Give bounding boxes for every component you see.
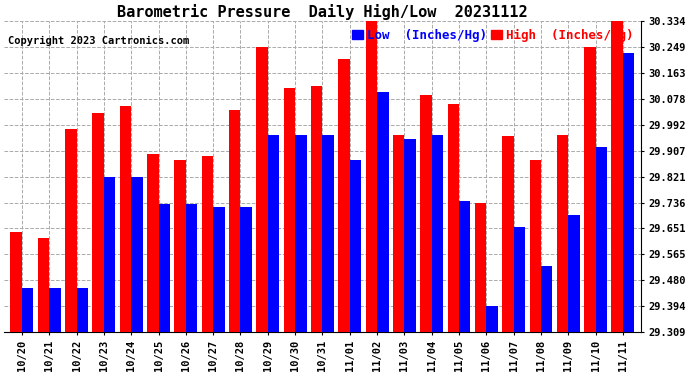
Legend: Low  (Inches/Hg), High  (Inches/Hg): Low (Inches/Hg), High (Inches/Hg): [351, 28, 634, 43]
Bar: [159, 204, 170, 332]
Bar: [49, 288, 61, 332]
Bar: [557, 135, 569, 332]
Bar: [459, 201, 471, 332]
Title: Barometric Pressure  Daily High/Low  20231112: Barometric Pressure Daily High/Low 20231…: [117, 4, 528, 20]
Bar: [486, 306, 497, 332]
Bar: [38, 238, 49, 332]
Bar: [584, 47, 595, 332]
Bar: [201, 156, 213, 332]
Bar: [77, 288, 88, 332]
Bar: [448, 104, 459, 332]
Bar: [404, 139, 416, 332]
Bar: [186, 204, 197, 332]
Bar: [420, 95, 432, 332]
Bar: [377, 92, 388, 332]
Text: Copyright 2023 Cartronics.com: Copyright 2023 Cartronics.com: [8, 36, 189, 46]
Bar: [295, 135, 306, 332]
Bar: [120, 106, 131, 332]
Bar: [147, 154, 159, 332]
Bar: [502, 136, 513, 332]
Bar: [213, 207, 225, 332]
Bar: [311, 86, 322, 332]
Bar: [65, 129, 77, 332]
Bar: [104, 177, 115, 332]
Bar: [256, 47, 268, 332]
Bar: [175, 160, 186, 332]
Bar: [529, 160, 541, 332]
Bar: [92, 114, 104, 332]
Bar: [393, 135, 404, 332]
Bar: [322, 135, 334, 332]
Bar: [10, 232, 22, 332]
Bar: [338, 59, 350, 332]
Bar: [623, 53, 634, 332]
Bar: [229, 110, 241, 332]
Bar: [131, 177, 143, 332]
Bar: [22, 288, 33, 332]
Bar: [350, 160, 362, 332]
Bar: [475, 203, 486, 332]
Bar: [366, 21, 377, 332]
Bar: [541, 267, 553, 332]
Bar: [432, 135, 443, 332]
Bar: [284, 88, 295, 332]
Bar: [241, 207, 252, 332]
Bar: [595, 147, 607, 332]
Bar: [268, 135, 279, 332]
Bar: [569, 215, 580, 332]
Bar: [611, 20, 623, 332]
Bar: [513, 227, 525, 332]
